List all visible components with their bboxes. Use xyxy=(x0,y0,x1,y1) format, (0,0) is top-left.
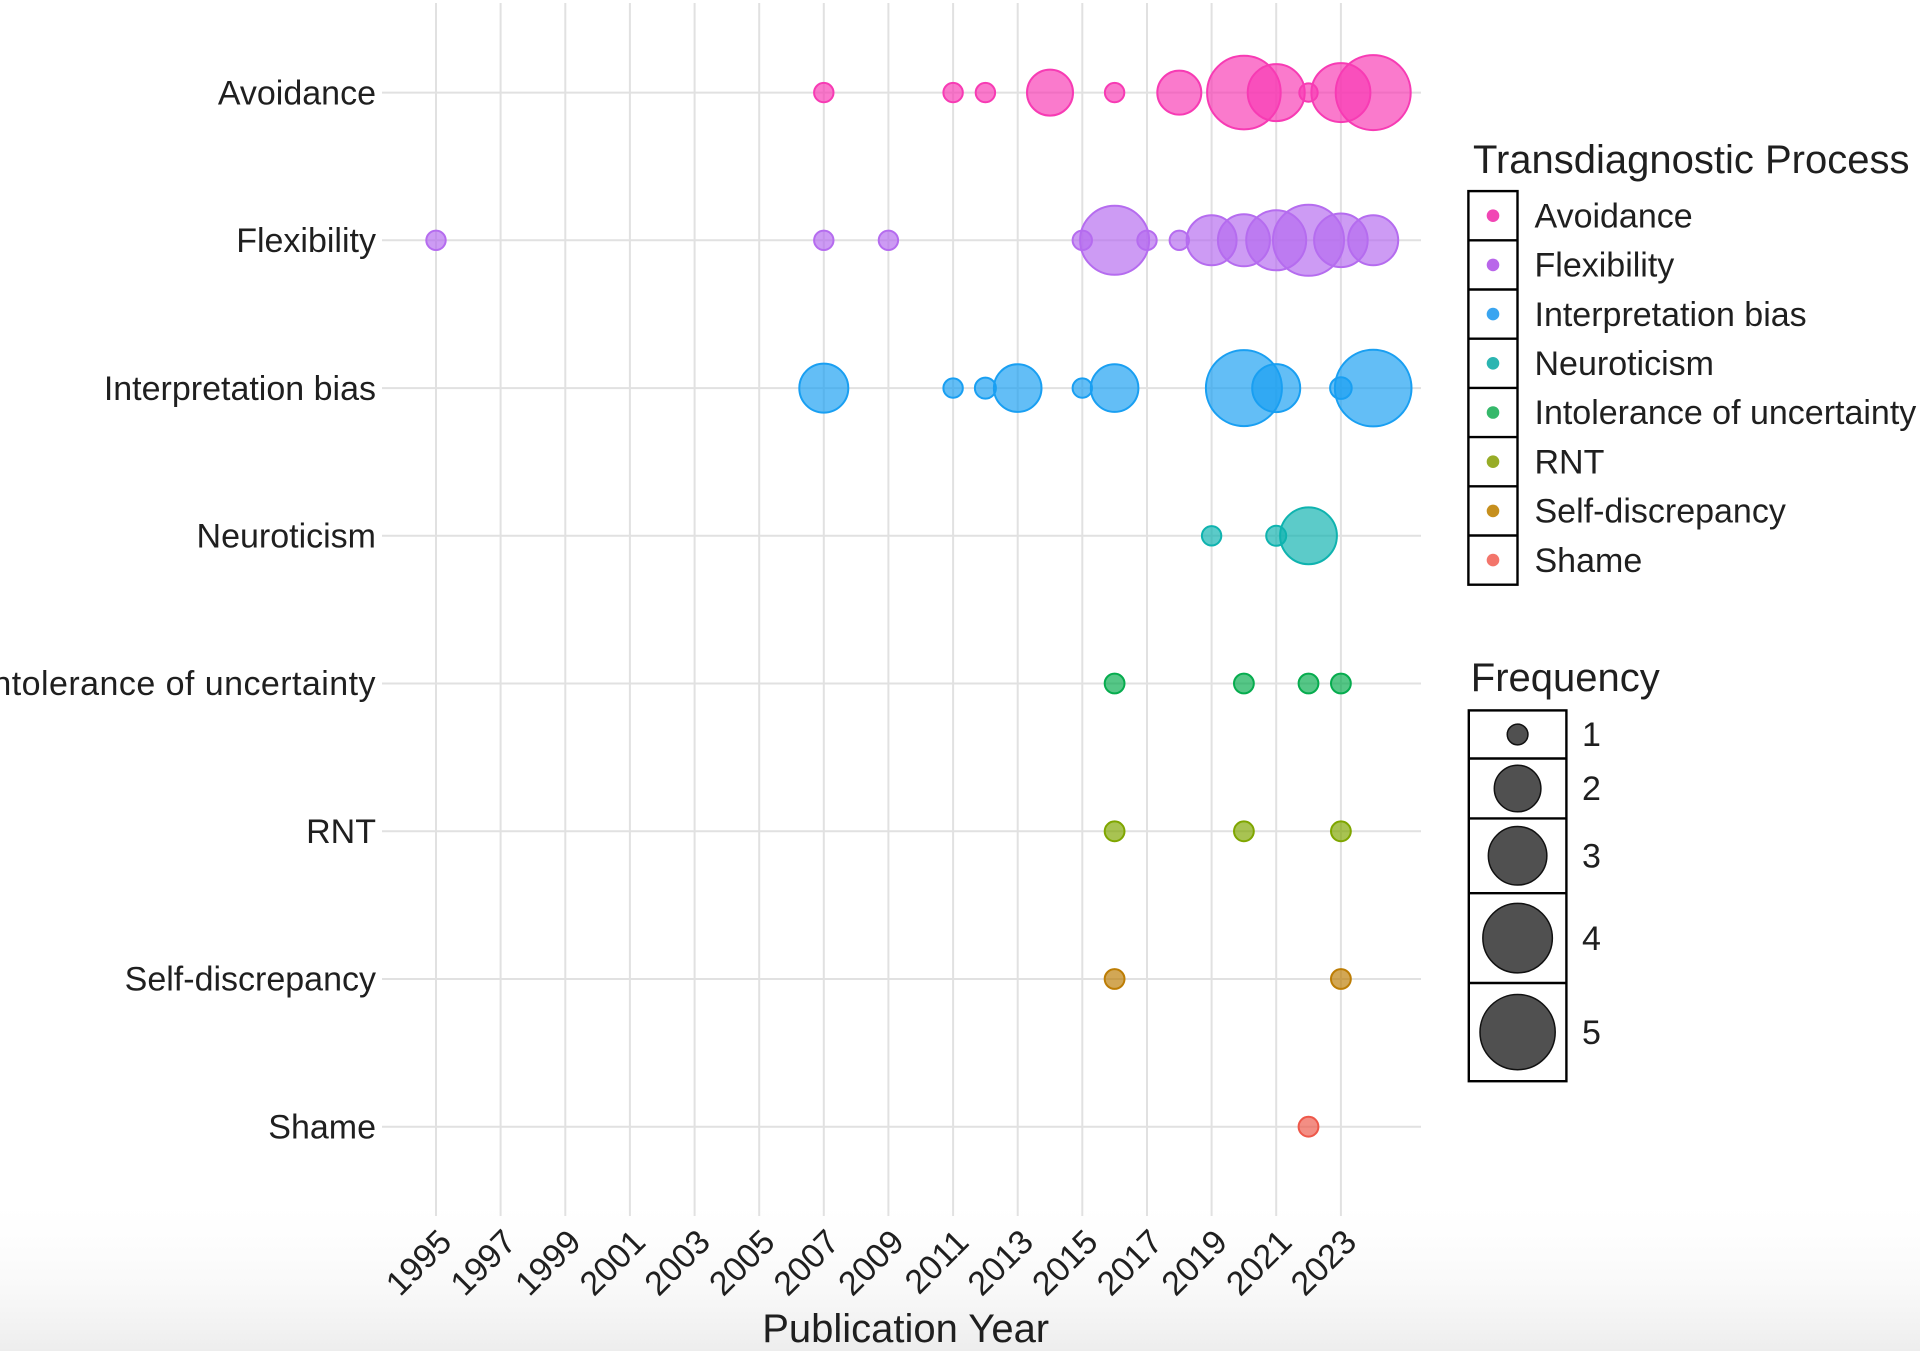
svg-text:Avoidance: Avoidance xyxy=(1535,197,1693,235)
svg-text:Frequency: Frequency xyxy=(1471,656,1660,700)
svg-text:5: 5 xyxy=(1582,1014,1601,1052)
svg-text:3: 3 xyxy=(1582,838,1601,876)
svg-text:2: 2 xyxy=(1582,770,1601,808)
svg-text:4: 4 xyxy=(1582,920,1601,958)
svg-text:RNT: RNT xyxy=(306,813,376,851)
svg-text:Interpretation bias: Interpretation bias xyxy=(104,370,376,408)
svg-text:Transdiagnostic Process: Transdiagnostic Process xyxy=(1473,138,1909,182)
svg-text:Neuroticism: Neuroticism xyxy=(197,518,376,556)
svg-text:Shame: Shame xyxy=(1535,542,1643,580)
svg-text:Intolerance of uncertainty: Intolerance of uncertainty xyxy=(1535,394,1917,432)
svg-text:RNT: RNT xyxy=(1535,443,1605,481)
svg-text:Flexibility: Flexibility xyxy=(236,222,376,260)
svg-text:Shame: Shame xyxy=(268,1108,376,1146)
svg-text:Publication Year: Publication Year xyxy=(762,1307,1049,1351)
svg-text:Self-discrepancy: Self-discrepancy xyxy=(1535,493,1786,531)
svg-text:1: 1 xyxy=(1582,716,1601,754)
svg-text:Flexibility: Flexibility xyxy=(1535,247,1675,285)
svg-text:Interpretation bias: Interpretation bias xyxy=(1535,296,1807,334)
svg-text:Avoidance: Avoidance xyxy=(218,74,376,112)
svg-text:Self-discrepancy: Self-discrepancy xyxy=(125,961,376,999)
svg-text:Neuroticism: Neuroticism xyxy=(1535,345,1714,383)
svg-text:Intolerance of uncertainty: Intolerance of uncertainty xyxy=(0,665,376,703)
